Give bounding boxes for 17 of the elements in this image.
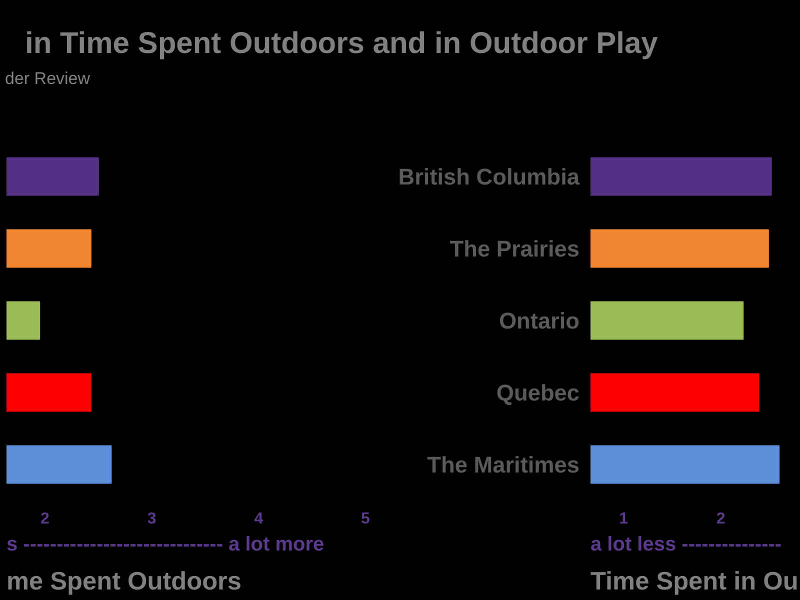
x-tick-label: 4 xyxy=(254,510,264,528)
y-tick-label: The Prairies xyxy=(450,236,580,262)
x-tick-label: 2 xyxy=(716,510,726,528)
text: s ------------------------------ a lot more xyxy=(6,534,324,556)
chart-subtitle: der Review xyxy=(5,69,92,89)
x-tick-label: 1 xyxy=(619,510,628,528)
x-axis-title: me Spent Outdoors xyxy=(6,568,242,596)
chart-title: in Time Spent Outdoors and in Outdoor Play xyxy=(25,27,658,61)
text: a lot less --------------- xyxy=(590,534,782,556)
y-tick-label: Ontario xyxy=(498,308,580,334)
x-axis-title: Time Spent in Ou xyxy=(590,568,798,596)
y-tick-label: The Maritimes xyxy=(427,452,580,478)
x-tick-label: 3 xyxy=(147,510,156,528)
x-tick-label: 2 xyxy=(40,510,50,528)
x-tick-label: 5 xyxy=(361,510,370,528)
y-tick-label: British Columbia xyxy=(398,164,580,190)
y-tick-label: Quebec xyxy=(496,380,580,406)
